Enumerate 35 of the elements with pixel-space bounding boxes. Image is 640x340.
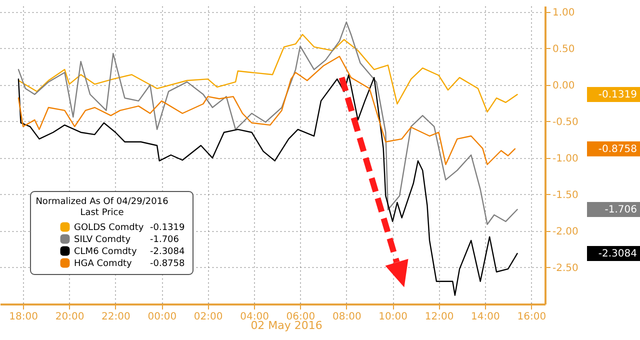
x-tick-label: 00:00 — [148, 312, 177, 322]
x-tick-label: 14:00 — [471, 312, 500, 322]
legend-label: GOLDS Comdty — [74, 223, 144, 233]
x-tick-label: 20:00 — [55, 312, 84, 322]
line-series — [18, 21, 518, 225]
text: -1.706 — [604, 204, 637, 216]
annotation: -2.3084 — [150, 247, 186, 257]
y-tick-label: -2.00 — [552, 226, 578, 238]
text: -0.8758 — [598, 144, 637, 155]
x-tick-label: 12:00 — [424, 312, 454, 322]
legend-label: CLM6 Comdty — [74, 247, 138, 257]
legend-label: HGA Comdty — [74, 259, 133, 269]
y-tick-label: 0.50 — [552, 44, 575, 55]
annotation: -0.1319 — [150, 223, 186, 233]
text: -0.1319 — [598, 90, 637, 101]
y-tick-label: -0.50 — [552, 116, 578, 128]
line-series — [18, 74, 518, 296]
legend-title: Normalized As Of 04/29/2016 Last Price — [36, 197, 169, 218]
x-tick-label: 02:00 — [194, 312, 223, 322]
x-tick-label: 16:00 — [517, 312, 546, 322]
text: -2.3084 — [598, 248, 637, 260]
y-tick-label: 1.00 — [552, 7, 575, 18]
x-tick-label: 22:00 — [102, 312, 130, 322]
line-series — [18, 56, 516, 166]
y-tick-label: -1.50 — [552, 190, 578, 201]
annotation: -0.8758 — [150, 259, 186, 269]
y-tick-label: -2.50 — [552, 262, 578, 274]
annotation: -1.706 — [150, 235, 180, 245]
x-tick-label: 08:00 — [332, 312, 362, 322]
y-tick-label: -1.00 — [552, 153, 578, 164]
y-tick-label: 0.00 — [552, 80, 575, 92]
x-tick-label: 10:00 — [378, 312, 408, 322]
x-tick-label: 18:00 — [9, 312, 38, 322]
line-series — [18, 34, 518, 113]
legend-label: SILV Comdty — [74, 235, 132, 245]
